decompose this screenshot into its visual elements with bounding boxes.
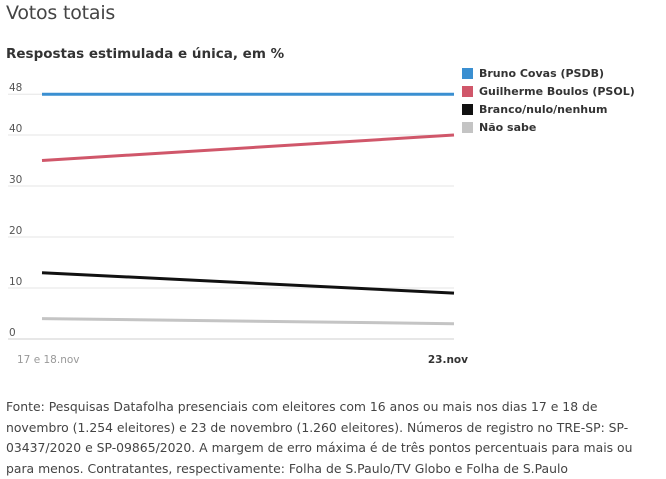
- series-layer: [42, 94, 454, 324]
- legend-item: Não sabe: [462, 118, 635, 136]
- legend-label: Bruno Covas (PSDB): [479, 67, 604, 80]
- source-note: Fonte: Pesquisas Datafolha presenciais c…: [6, 397, 656, 479]
- legend-label: Branco/nulo/nenhum: [479, 103, 607, 116]
- series-line-1: [42, 135, 454, 161]
- legend-label: Não sabe: [479, 121, 536, 134]
- y-tick-label: 48: [9, 82, 22, 94]
- y-tick-label: 20: [9, 225, 22, 237]
- chart-legend: Bruno Covas (PSDB) Guilherme Boulos (PSOL…: [462, 64, 635, 136]
- y-tick-label: 0: [9, 327, 16, 339]
- legend-item: Guilherme Boulos (PSOL): [462, 82, 635, 100]
- y-tick-label: 10: [9, 276, 22, 288]
- legend-swatch: [462, 104, 473, 115]
- x-axis: 17 e 18.nov 23.nov: [17, 354, 468, 366]
- y-tick-label: 40: [9, 123, 22, 135]
- legend-item: Bruno Covas (PSDB): [462, 64, 635, 82]
- grid-layer: 0 10 20 30 40 48: [8, 82, 454, 339]
- series-line-2: [42, 273, 454, 293]
- series-line-3: [42, 319, 454, 324]
- x-tick-label: 17 e 18.nov: [17, 354, 80, 366]
- legend-swatch: [462, 86, 473, 97]
- legend-label: Guilherme Boulos (PSOL): [479, 85, 635, 98]
- legend-item: Branco/nulo/nenhum: [462, 100, 635, 118]
- y-tick-label: 30: [9, 174, 22, 186]
- line-chart: 0 10 20 30 40 48 17 e 18.nov 23.nov: [0, 0, 666, 380]
- x-tick-label: 23.nov: [428, 354, 468, 366]
- legend-swatch: [462, 68, 473, 79]
- legend-swatch: [462, 122, 473, 133]
